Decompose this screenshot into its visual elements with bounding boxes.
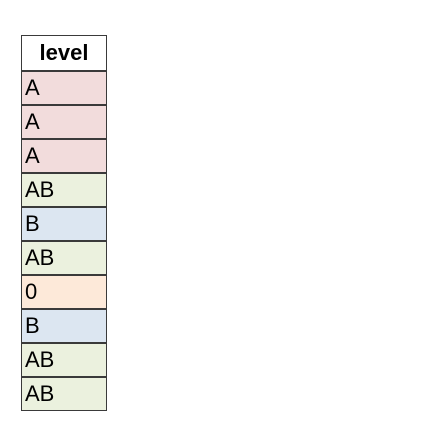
- cell-level[interactable]: B: [21, 309, 107, 343]
- column-header-level[interactable]: level: [21, 35, 107, 71]
- cell-level[interactable]: A: [21, 105, 107, 139]
- cell-level[interactable]: AB: [21, 173, 107, 207]
- cell-level[interactable]: AB: [21, 241, 107, 275]
- cell-level[interactable]: 0: [21, 275, 107, 309]
- spreadsheet-column: level A A A AB B AB 0 B AB AB: [21, 35, 107, 411]
- cell-level[interactable]: AB: [21, 377, 107, 411]
- cell-level[interactable]: A: [21, 139, 107, 173]
- cell-level[interactable]: B: [21, 207, 107, 241]
- cell-level[interactable]: A: [21, 71, 107, 105]
- cell-level[interactable]: AB: [21, 343, 107, 377]
- column-cells: A A A AB B AB 0 B AB AB: [21, 71, 107, 411]
